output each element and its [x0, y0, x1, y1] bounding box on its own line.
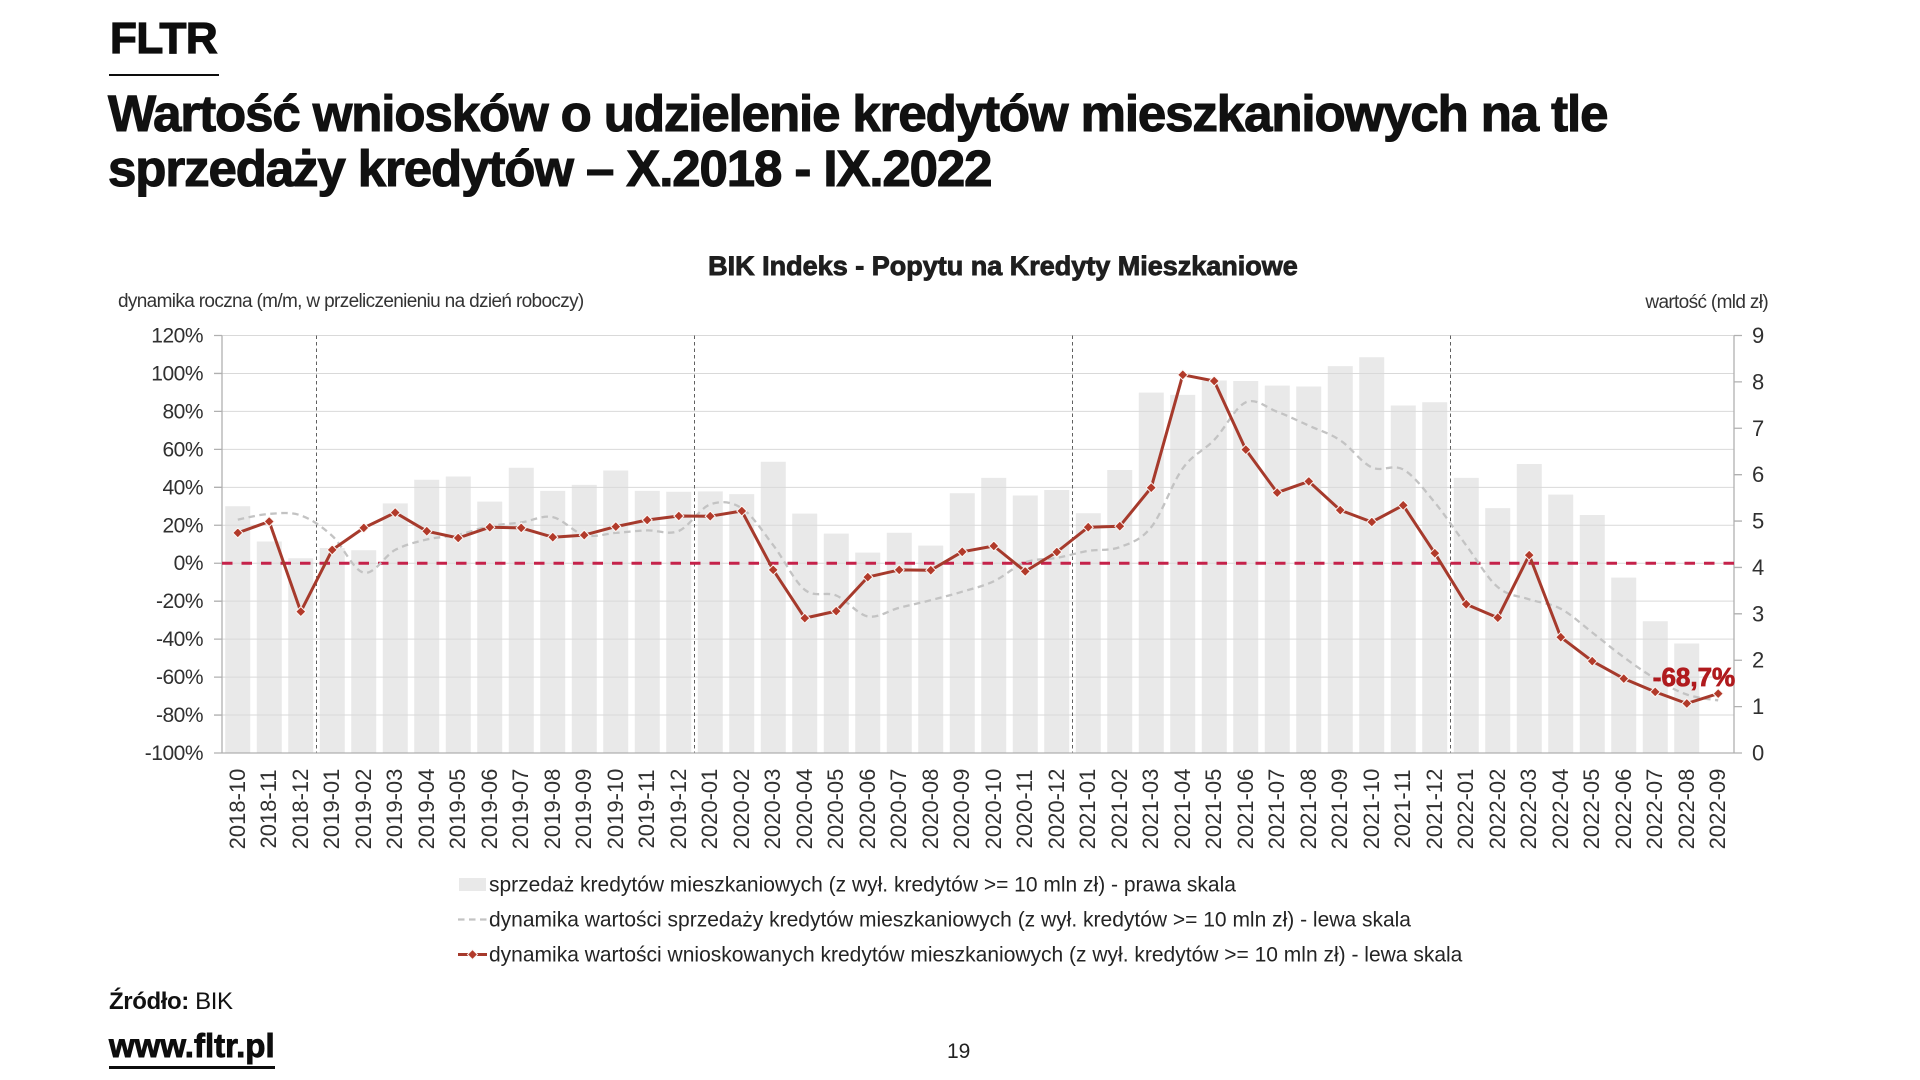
svg-text:2: 2	[1752, 648, 1764, 673]
svg-text:2019-01: 2019-01	[319, 769, 344, 850]
svg-text:-20%: -20%	[156, 590, 203, 613]
svg-text:2019-11: 2019-11	[634, 769, 659, 848]
svg-text:80%: 80%	[162, 400, 203, 423]
svg-text:2020-01: 2020-01	[697, 769, 722, 850]
svg-text:2019-12: 2019-12	[666, 769, 691, 850]
svg-text:2022-02: 2022-02	[1485, 769, 1510, 850]
svg-text:2022-07: 2022-07	[1642, 769, 1667, 850]
svg-text:2022-01: 2022-01	[1453, 769, 1478, 850]
svg-text:2021-02: 2021-02	[1107, 769, 1132, 850]
svg-text:60%: 60%	[162, 438, 203, 461]
svg-text:-80%: -80%	[156, 704, 203, 727]
svg-text:1: 1	[1752, 694, 1764, 719]
svg-text:2019-07: 2019-07	[508, 769, 533, 850]
svg-text:2019-02: 2019-02	[351, 769, 376, 850]
svg-text:2019-03: 2019-03	[382, 769, 407, 850]
svg-text:5: 5	[1752, 509, 1764, 534]
svg-text:sprzedaż kredytów mieszkaniowy: sprzedaż kredytów mieszkaniowych (z wył.…	[489, 874, 1236, 897]
svg-text:dynamika roczna (m/m, w przeli: dynamika roczna (m/m, w przeliczenieniu …	[118, 291, 584, 312]
svg-text:2020-06: 2020-06	[855, 769, 880, 850]
svg-text:-68,7%: -68,7%	[1653, 662, 1735, 692]
svg-text:2021-11: 2021-11	[1390, 769, 1415, 848]
svg-text:2022-05: 2022-05	[1579, 769, 1604, 850]
svg-text:2020-05: 2020-05	[823, 769, 848, 850]
svg-text:2021-07: 2021-07	[1264, 769, 1289, 850]
svg-text:2021-09: 2021-09	[1327, 769, 1352, 850]
svg-text:2020-09: 2020-09	[949, 769, 974, 850]
svg-text:2019-10: 2019-10	[603, 769, 628, 850]
svg-text:2022-04: 2022-04	[1548, 769, 1573, 850]
svg-text:2019-06: 2019-06	[477, 769, 502, 850]
svg-text:BIK Indeks - Popytu na Kredyty: BIK Indeks - Popytu na Kredyty Mieszkani…	[708, 251, 1298, 281]
svg-text:2020-07: 2020-07	[886, 769, 911, 850]
svg-text:120%: 120%	[151, 325, 203, 348]
svg-text:2021-12: 2021-12	[1422, 769, 1447, 850]
svg-text:7: 7	[1752, 416, 1764, 441]
svg-text:2019-09: 2019-09	[571, 769, 596, 850]
svg-text:2022-08: 2022-08	[1674, 769, 1699, 850]
svg-text:0%: 0%	[174, 552, 203, 575]
svg-text:40%: 40%	[162, 476, 203, 499]
svg-text:20%: 20%	[162, 514, 203, 537]
svg-text:2020-03: 2020-03	[760, 769, 785, 850]
svg-text:8: 8	[1752, 369, 1764, 394]
svg-text:2021-05: 2021-05	[1201, 769, 1226, 850]
svg-text:3: 3	[1752, 601, 1764, 626]
svg-text:2019-04: 2019-04	[414, 769, 439, 850]
svg-text:wartość (mld zł): wartość (mld zł)	[1644, 292, 1768, 313]
svg-text:2022-03: 2022-03	[1516, 769, 1541, 850]
svg-text:dynamika wartości wnioskowanyc: dynamika wartości wnioskowanych kredytów…	[489, 944, 1463, 967]
svg-text:2021-04: 2021-04	[1170, 769, 1195, 850]
svg-text:6: 6	[1752, 462, 1764, 487]
svg-text:9: 9	[1752, 323, 1764, 348]
svg-text:2022-09: 2022-09	[1705, 769, 1730, 850]
svg-text:2020-12: 2020-12	[1044, 769, 1069, 850]
svg-text:2021-03: 2021-03	[1138, 769, 1163, 850]
svg-text:-100%: -100%	[145, 742, 203, 765]
svg-text:2021-08: 2021-08	[1296, 769, 1321, 850]
svg-text:2020-04: 2020-04	[792, 769, 817, 850]
svg-text:-60%: -60%	[156, 666, 203, 689]
svg-text:2020-08: 2020-08	[918, 769, 943, 850]
svg-text:2018-12: 2018-12	[288, 769, 313, 850]
svg-text:0: 0	[1752, 741, 1764, 766]
svg-text:dynamika wartości sprzedaży kr: dynamika wartości sprzedaży kredytów mie…	[489, 909, 1411, 932]
svg-text:2020-02: 2020-02	[729, 769, 754, 850]
svg-text:4: 4	[1752, 555, 1764, 580]
svg-text:2019-05: 2019-05	[445, 769, 470, 850]
svg-text:2021-06: 2021-06	[1233, 769, 1258, 850]
svg-text:100%: 100%	[151, 363, 203, 386]
svg-text:2018-10: 2018-10	[225, 769, 250, 850]
svg-text:2019-08: 2019-08	[540, 769, 565, 850]
svg-text:2020-10: 2020-10	[981, 769, 1006, 850]
svg-text:2018-11: 2018-11	[256, 769, 281, 848]
svg-text:2020-11: 2020-11	[1012, 769, 1037, 848]
svg-text:2021-01: 2021-01	[1075, 769, 1100, 850]
svg-text:-40%: -40%	[156, 628, 203, 651]
svg-text:2022-06: 2022-06	[1611, 769, 1636, 850]
svg-text:2021-10: 2021-10	[1359, 769, 1384, 850]
